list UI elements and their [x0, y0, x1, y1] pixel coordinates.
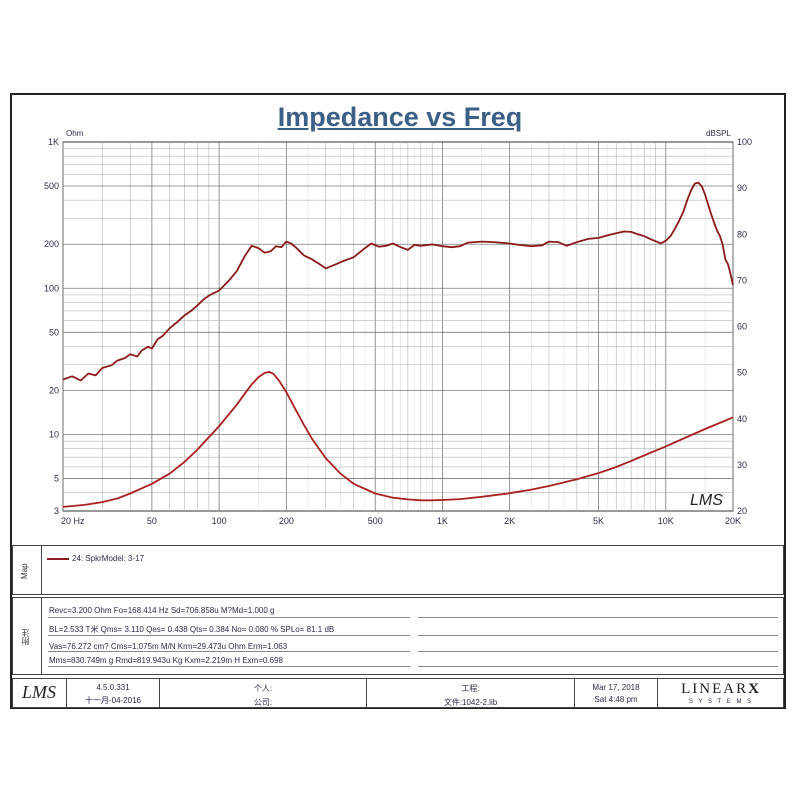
brand-x: X: [748, 681, 761, 697]
map-label: Map: [20, 563, 29, 579]
note-rule-3: [48, 651, 410, 652]
map-legend-entry: 24: SpkrModel: 3-17: [72, 554, 145, 563]
footer-company: 公司:: [253, 698, 273, 707]
note-rule-8: [418, 666, 778, 667]
note-line-3: Vas=76.272 cm? Cms=1.075m M/N Krm=29.473…: [49, 642, 288, 651]
note-line-1: Revc=3.200 Ohm Fo=168.414 Hz Sd=706.858u…: [49, 606, 275, 615]
footer-brand-cell: LINEARX S Y S T E M S: [658, 678, 784, 708]
note-rule-6: [418, 635, 778, 636]
footer-project: 工程:: [461, 684, 480, 693]
footer-person: 个人:: [253, 684, 273, 693]
footer-bar: [12, 678, 784, 708]
note-line-4: Mms=830.749m g Rmd=819.943u Kg Kxm=2.219…: [49, 656, 283, 665]
notes-label-box: 附注: [12, 597, 42, 675]
map-panel: [12, 545, 784, 595]
footer-file: 文件:1042-2.lib: [443, 698, 498, 707]
note-rule-5: [418, 617, 778, 618]
map-legend-swatch: [47, 558, 69, 560]
note-rule-4: [48, 666, 410, 667]
brand-linear: LINEAR: [681, 681, 749, 697]
footer-date-cell: Mar 17, 2018 Sat 4:48 pm: [575, 678, 658, 708]
notes-panel: [12, 597, 784, 675]
footer-time: Sat 4:48 pm: [594, 695, 638, 704]
footer-version: 4.5.0.331: [96, 683, 130, 692]
notes-label: 附注: [21, 629, 30, 645]
footer-date-cn: 十一月-04-2016: [84, 696, 142, 705]
footer-date: Mar 17, 2018: [592, 683, 640, 692]
map-label-box: Map: [12, 545, 42, 595]
note-line-2: BL=2.533 T米 Qms= 3.110 Qes= 0.438 Qts= 0…: [49, 625, 335, 634]
brand-systems: S Y S T E M S: [688, 699, 754, 705]
chart-title: Impedance vs Freq: [277, 102, 523, 132]
footer-logo-cell: LMS: [12, 678, 67, 708]
note-rule-1: [48, 617, 410, 618]
note-rule-2: [48, 635, 410, 636]
note-rule-7: [418, 651, 778, 652]
footer-project-cell: 工程: 文件:1042-2.lib: [367, 678, 575, 708]
footer-version-cell: 4.5.0.331 十一月-04-2016: [67, 678, 160, 708]
footer-person-cell: 个人: 公司:: [160, 678, 367, 708]
lms-logo: LMS: [21, 682, 56, 702]
